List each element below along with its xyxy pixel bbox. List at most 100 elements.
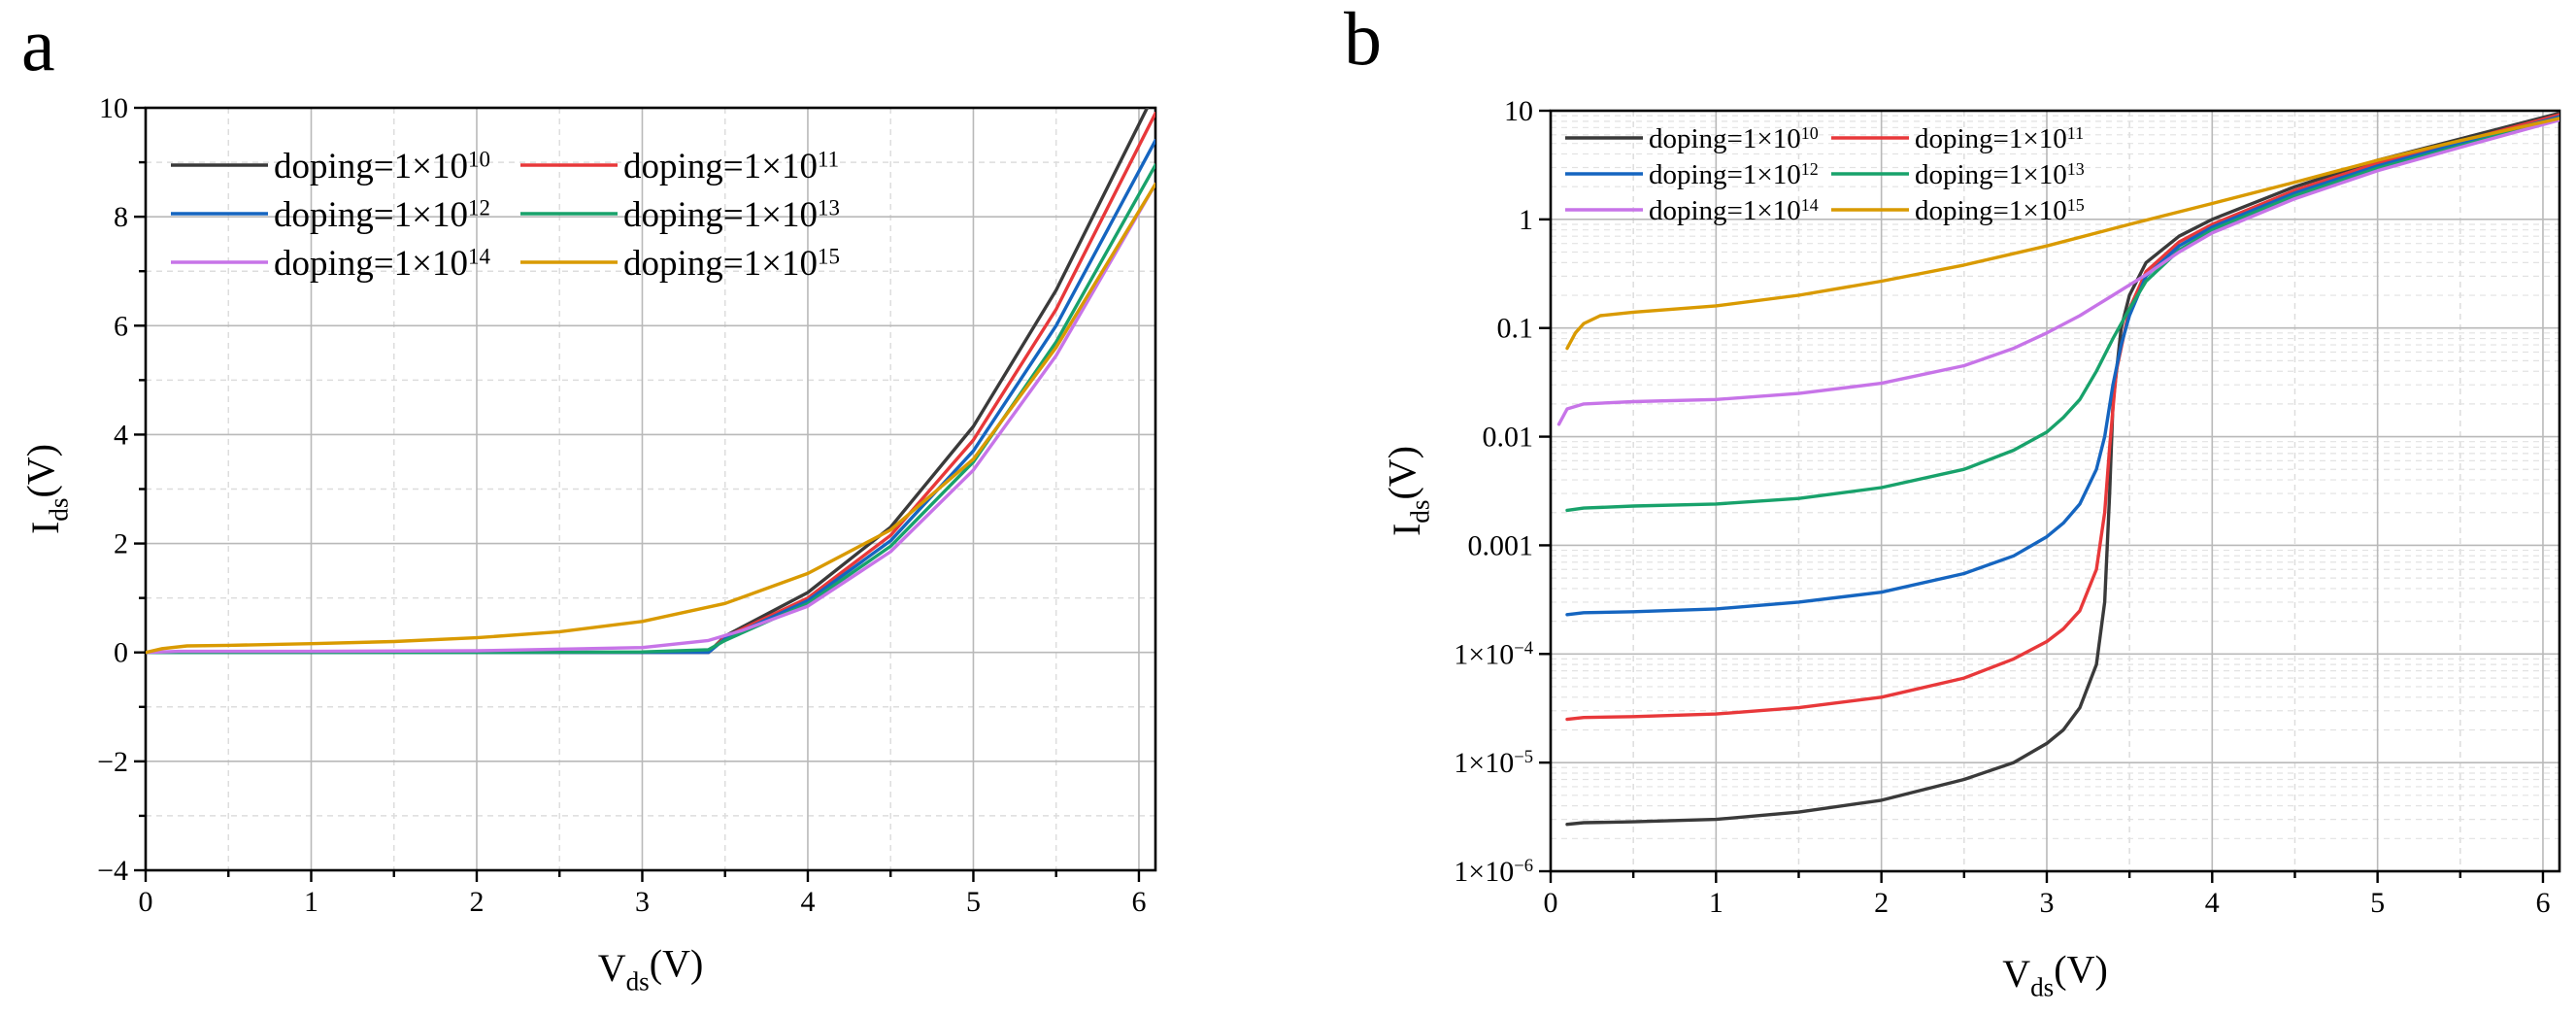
series-line-15 (1565, 117, 2559, 351)
x-axis-title-a-tail: (V) (650, 942, 704, 986)
legend-label-13-exp: 13 (818, 196, 840, 220)
y-tick-label: 10 (1504, 95, 1533, 127)
x-axis-title-a-sub: ds (626, 967, 650, 997)
x-tick-label: 3 (2039, 887, 2054, 919)
legend-label-11-exp: 11 (818, 148, 839, 172)
legend-label-10-base: doping=1×10 (1649, 123, 1801, 154)
y-tick-label-base: 1×10 (1454, 747, 1514, 779)
chart-panel-b: 0 1 2 3 4 5 61×10−61×10−51×10−40.0010.010.1110… (1381, 95, 2561, 1002)
legend-label-12-base: doping=1×10 (274, 195, 468, 235)
legend-label-15-exp: 15 (818, 245, 840, 269)
legend-label-15-exp: 15 (2067, 195, 2085, 215)
y-tick-label: 1 (1519, 204, 1533, 236)
y-tick-label: 0 (114, 637, 128, 669)
x-axis-title-a: Vds(V) (598, 942, 704, 997)
legend-label-14: doping=1×1014 (274, 244, 490, 284)
y-axis-title-b-main: I (1385, 524, 1428, 536)
x-axis-title-b-main: V (2002, 952, 2030, 996)
legend-label-13-exp: 13 (2067, 159, 2085, 179)
y-tick-label-base: 0.1 (1497, 313, 1534, 345)
y-tick-label: 0.1 (1497, 313, 1534, 345)
series-line-11 (146, 111, 1155, 655)
legend-label-14-exp: 14 (468, 245, 490, 269)
legend-label-11-base: doping=1×10 (623, 147, 818, 186)
legend-label-15-base: doping=1×10 (623, 244, 818, 284)
x-tick-label: 5 (966, 886, 981, 918)
legend-label-13-base: doping=1×10 (623, 195, 818, 235)
series-line-12 (1565, 115, 2559, 617)
y-axis-title-b: Ids(V) (1381, 446, 1435, 536)
legend-label-14-exp: 14 (1801, 195, 1819, 215)
legend-label-12-base: doping=1×10 (1649, 159, 1801, 190)
x-tick-label: 5 (2370, 887, 2385, 919)
y-tick-label: 1×10−5 (1454, 747, 1533, 779)
y-tick-label: −4 (97, 855, 128, 887)
y-tick-label-exp: −4 (1514, 638, 1533, 659)
y-axis-title-b-tail: (V) (1381, 446, 1424, 500)
legend-label-10-base: doping=1×10 (274, 147, 468, 186)
legend-label-11: doping=1×1011 (1915, 123, 2084, 154)
series-line-15 (146, 182, 1155, 655)
y-tick-label: 1×10−6 (1454, 856, 1533, 888)
y-tick-label-base: 10 (1504, 95, 1533, 127)
x-tick-label: 6 (1131, 886, 1146, 918)
y-tick-label-exp: −5 (1514, 747, 1533, 767)
legend-label-14: doping=1×1014 (1649, 195, 1819, 226)
y-tick-label-base: 1 (1519, 204, 1533, 236)
panel-letter-b: b (1344, 0, 1382, 81)
x-axis-title-b-tail: (V) (2054, 948, 2108, 992)
x-tick-label: 1 (304, 886, 318, 918)
x-axis-title-b: Vds(V) (2002, 948, 2108, 1002)
plot-frame-b (1549, 109, 2561, 873)
y-axis-title-a-tail: (V) (19, 444, 63, 498)
y-axis-title-b-sub: ds (1406, 500, 1435, 524)
legend-label-12: doping=1×1012 (1649, 159, 1819, 190)
legend-label-11-exp: 11 (2067, 123, 2084, 143)
minor-grid-a (146, 108, 1155, 870)
y-tick-label: 8 (114, 201, 128, 233)
minor-grid-b (1551, 111, 2559, 871)
legend-label-13: doping=1×1013 (1915, 159, 2085, 190)
chart-panel-a: 0 1 2 3 4 5 6−4−20246810Vds(V)Ids(V)doping=1×1… (19, 92, 1157, 997)
x-tick-label: 2 (469, 886, 484, 918)
y-tick-label: −2 (97, 746, 128, 778)
y-axis-title-a-main: I (23, 522, 67, 534)
series-line-10 (1565, 111, 2559, 827)
legend-label-15-base: doping=1×10 (1915, 195, 2067, 226)
series-line-13 (1565, 117, 2559, 513)
x-tick-label: 6 (2535, 887, 2550, 919)
legend-label-10-exp: 10 (1801, 123, 1819, 143)
x-tick-label: 3 (635, 886, 650, 918)
x-tick-label: 4 (800, 886, 815, 918)
legend-label-11: doping=1×1011 (623, 147, 839, 186)
series-line-13 (146, 163, 1155, 655)
y-tick-label: 4 (114, 419, 128, 451)
y-tick-label: 0.01 (1483, 422, 1534, 454)
y-tick-label: 2 (114, 528, 128, 560)
y-tick-label: 1×10−4 (1454, 638, 1533, 670)
x-tick-label: 0 (1544, 887, 1558, 919)
y-tick-label-exp: −6 (1514, 856, 1533, 876)
x-axis-title-a-main: V (598, 946, 626, 990)
y-tick-label: 0.001 (1468, 529, 1534, 561)
y-tick-label-base: 1×10 (1454, 638, 1514, 670)
y-tick-label: 6 (114, 310, 128, 342)
tick-marks-a (134, 106, 1141, 882)
y-tick-label-base: 1×10 (1454, 856, 1514, 888)
legend-label-13: doping=1×1013 (623, 195, 840, 235)
y-axis-title-a-sub: ds (45, 498, 74, 522)
legend-label-15: doping=1×1015 (1915, 195, 2085, 226)
legend-label-10: doping=1×1010 (274, 147, 490, 186)
x-tick-label: 1 (1709, 887, 1723, 919)
series-line-14 (146, 182, 1155, 655)
y-tick-label: 10 (99, 92, 128, 124)
y-tick-label-base: 0.001 (1468, 529, 1534, 561)
legend-label-13-base: doping=1×10 (1915, 159, 2067, 190)
series-line-14 (1556, 118, 2559, 426)
tick-marks-b (1539, 109, 2545, 883)
legend-label-10: doping=1×1010 (1649, 123, 1819, 154)
legend-label-14-base: doping=1×10 (274, 244, 468, 284)
series-group-b (1556, 111, 2559, 827)
